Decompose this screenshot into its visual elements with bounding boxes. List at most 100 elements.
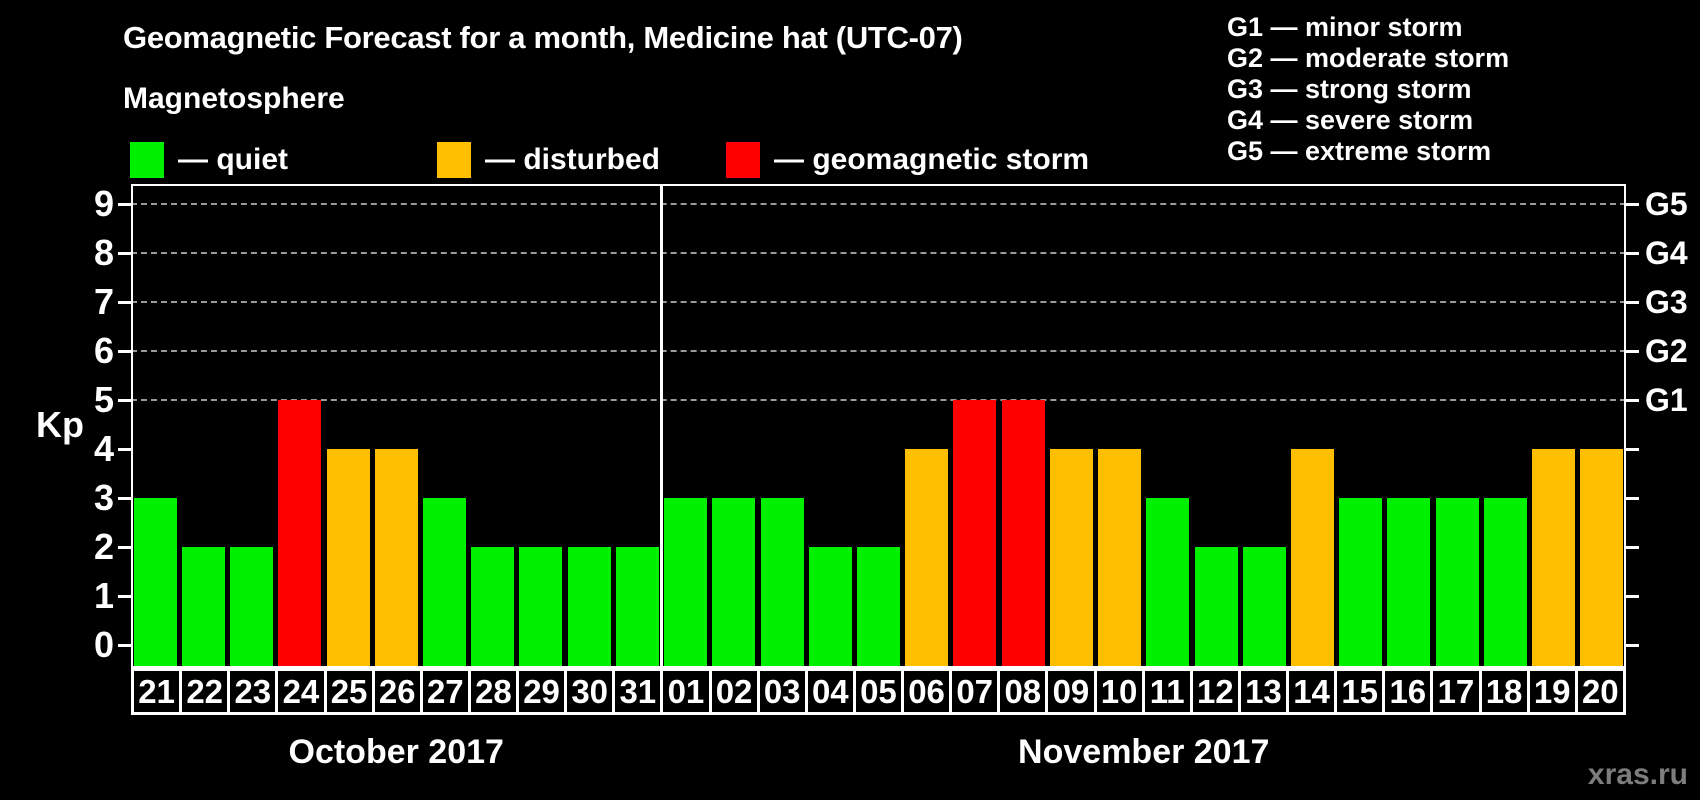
day-label-cell: 16 xyxy=(1382,668,1434,715)
day-label-cell: 18 xyxy=(1478,668,1530,715)
g-scale-label-g1: G1 xyxy=(1645,382,1688,418)
day-label-cell: 02 xyxy=(708,668,760,715)
magnetosphere-label: Magnetosphere xyxy=(123,82,345,115)
kp-gridline xyxy=(131,203,1626,205)
left-axis-tick xyxy=(118,594,131,598)
day-label-cell: 31 xyxy=(612,668,664,715)
plot-area xyxy=(131,184,1626,668)
month-label: October 2017 xyxy=(288,733,504,771)
kp-bar-day-08 xyxy=(1001,400,1045,668)
left-axis-tick xyxy=(118,202,131,206)
g-scale-label-g2: G2 xyxy=(1645,333,1688,369)
kp-bar-day-01 xyxy=(664,498,708,668)
right-axis-tick xyxy=(1626,496,1639,500)
g2-legend-line: G2 — moderate storm xyxy=(1227,43,1510,73)
kp-gridline xyxy=(131,399,1626,401)
day-axis-row: 21 22 23 24 25 26 27 28 29 30 31 01 02 03 04 05 06 07 08 09… xyxy=(131,668,1626,715)
month-label: November 2017 xyxy=(1018,733,1270,771)
kp-bar-day-09 xyxy=(1049,449,1093,668)
day-label-cell: 25 xyxy=(323,668,375,715)
kp-bar-day-23 xyxy=(230,547,274,668)
y-axis-title: Kp xyxy=(36,404,84,445)
kp-bar-day-06 xyxy=(905,449,949,668)
disturbed-legend-swatch xyxy=(437,142,471,178)
kp-bar-day-20 xyxy=(1580,449,1624,668)
right-axis-tick xyxy=(1626,545,1639,549)
kp-bar-day-29 xyxy=(519,547,563,668)
quiet-legend-swatch xyxy=(130,142,164,178)
day-label-cell: 28 xyxy=(467,668,519,715)
storm-legend-swatch xyxy=(726,142,761,178)
kp-gridline xyxy=(131,252,1626,254)
day-label-cell: 08 xyxy=(997,668,1049,715)
day-label-cell: 03 xyxy=(756,668,808,715)
kp-tick-label: 3 xyxy=(93,477,114,518)
kp-bar-day-31 xyxy=(615,547,659,668)
g4-legend-line: G4 — severe storm xyxy=(1227,105,1474,135)
kp-bar-day-15 xyxy=(1339,498,1383,668)
kp-gridline xyxy=(131,301,1626,303)
day-label-cell: 01 xyxy=(660,668,712,715)
right-axis-tick xyxy=(1626,398,1639,402)
kp-bar-day-26 xyxy=(374,449,418,668)
day-label-cell: 13 xyxy=(1237,668,1289,715)
g-scale-label-g5: G5 xyxy=(1645,186,1688,222)
kp-bar-day-12 xyxy=(1194,547,1238,668)
day-label-cell: 24 xyxy=(275,668,327,715)
g5-legend-line: G5 — extreme storm xyxy=(1227,136,1492,166)
day-label-cell: 09 xyxy=(1045,668,1097,715)
day-label-cell: 11 xyxy=(1141,668,1193,715)
kp-bar-day-16 xyxy=(1387,498,1431,668)
day-label-cell: 05 xyxy=(852,668,904,715)
right-axis-tick xyxy=(1626,594,1639,598)
kp-bar-day-18 xyxy=(1483,498,1527,668)
day-label-cell: 14 xyxy=(1286,668,1338,715)
watermark: xras.ru xyxy=(1587,758,1688,791)
g-scale-label-g3: G3 xyxy=(1645,284,1688,320)
g-scale-label-g4: G4 xyxy=(1645,235,1688,271)
kp-bar-day-03 xyxy=(760,498,804,668)
chart-title: Geomagnetic Forecast for a month, Medici… xyxy=(123,20,963,55)
kp-bar-day-28 xyxy=(471,547,515,668)
kp-bar-day-17 xyxy=(1435,498,1479,668)
day-label-cell: 15 xyxy=(1334,668,1386,715)
kp-bar-day-11 xyxy=(1146,498,1190,668)
kp-tick-label: 7 xyxy=(93,281,114,322)
right-axis-tick xyxy=(1626,447,1639,451)
left-axis-tick xyxy=(118,349,131,353)
right-axis-tick xyxy=(1626,202,1639,206)
day-label-cell: 10 xyxy=(1093,668,1145,715)
kp-tick-label: 4 xyxy=(93,428,114,469)
kp-bar-day-07 xyxy=(953,400,997,668)
day-label-cell: 23 xyxy=(227,668,279,715)
kp-bar-day-30 xyxy=(567,547,611,668)
kp-tick-label: 5 xyxy=(93,379,114,420)
kp-bar-day-22 xyxy=(181,547,225,668)
day-label-cell: 27 xyxy=(419,668,471,715)
day-label-cell: 21 xyxy=(131,668,183,715)
disturbed-legend-label: — disturbed xyxy=(485,143,661,176)
kp-bar-day-21 xyxy=(133,498,177,668)
kp-bar-day-04 xyxy=(808,547,852,668)
day-label-cell: 04 xyxy=(804,668,856,715)
kp-tick-label: 1 xyxy=(93,575,114,616)
kp-bar-day-27 xyxy=(422,498,466,668)
day-label-cell: 07 xyxy=(949,668,1001,715)
left-axis-tick xyxy=(118,447,131,451)
left-axis-tick xyxy=(118,398,131,402)
kp-bar-day-10 xyxy=(1098,449,1142,668)
kp-bar-day-24 xyxy=(278,400,322,668)
right-axis-tick xyxy=(1626,251,1639,255)
right-axis-tick xyxy=(1626,643,1639,647)
left-axis-tick xyxy=(118,545,131,549)
month-divider xyxy=(659,184,663,668)
kp-tick-label: 8 xyxy=(93,232,114,273)
right-axis-tick xyxy=(1626,300,1639,304)
day-label-cell: 06 xyxy=(901,668,953,715)
day-label-cell: 17 xyxy=(1430,668,1482,715)
left-axis-tick xyxy=(118,300,131,304)
left-axis-tick xyxy=(118,643,131,647)
kp-bar-day-19 xyxy=(1532,449,1576,668)
storm-scale-legend: G1 — minor storm G2 — moderate storm G3 … xyxy=(1227,12,1509,167)
left-axis-tick xyxy=(118,251,131,255)
